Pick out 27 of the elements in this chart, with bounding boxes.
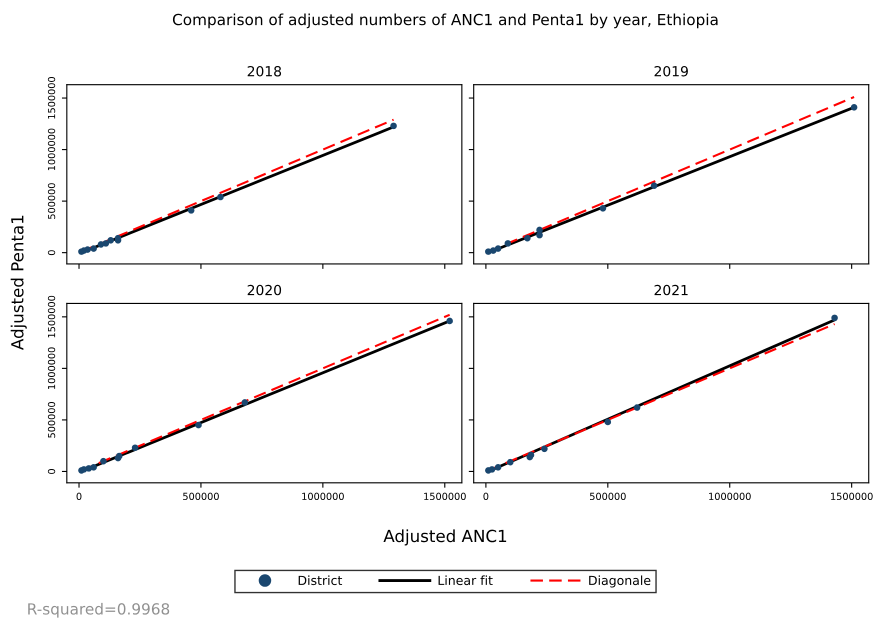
legend-label: Linear fit bbox=[438, 575, 493, 586]
y-axis-title: Adjusted Penta1 bbox=[10, 216, 27, 350]
y-tick-label: 500000 bbox=[48, 183, 56, 219]
legend-label: Diagonale bbox=[589, 575, 650, 588]
chart-title: 2019 bbox=[654, 66, 688, 77]
y-tick-label: 1000000 bbox=[48, 347, 56, 389]
y-tick-label: 1500000 bbox=[48, 77, 56, 119]
x-tick-label: 0 bbox=[483, 492, 488, 500]
chart-title: 2020 bbox=[248, 284, 282, 296]
x-axis-title: Adjusted ANC1 bbox=[383, 529, 506, 546]
x-tick-label: 0 bbox=[76, 492, 82, 500]
text: R-squared=0.9968 bbox=[28, 602, 170, 618]
chart-title: 2021 bbox=[654, 284, 688, 296]
y-tick-label: 500000 bbox=[48, 402, 56, 438]
chart-title: 2018 bbox=[248, 66, 282, 77]
y-tick-label: 1000000 bbox=[48, 128, 56, 170]
x-tick-label: 1500000 bbox=[424, 492, 466, 500]
x-tick-label: 500000 bbox=[590, 492, 626, 500]
y-tick-label: 1500000 bbox=[48, 296, 56, 338]
x-tick-label: 500000 bbox=[183, 492, 219, 500]
y-tick-label: 0 bbox=[48, 250, 56, 256]
x-tick-label: 1500000 bbox=[831, 492, 873, 500]
x-tick-label: 1000000 bbox=[302, 492, 344, 500]
legend-label: District bbox=[298, 575, 342, 586]
text: Comparison of adjusted numbers of ANC1 and Penta1 by year, Ethiopia bbox=[172, 13, 718, 28]
y-tick-label: 0 bbox=[48, 469, 56, 474]
x-tick-label: 1000000 bbox=[709, 492, 751, 500]
